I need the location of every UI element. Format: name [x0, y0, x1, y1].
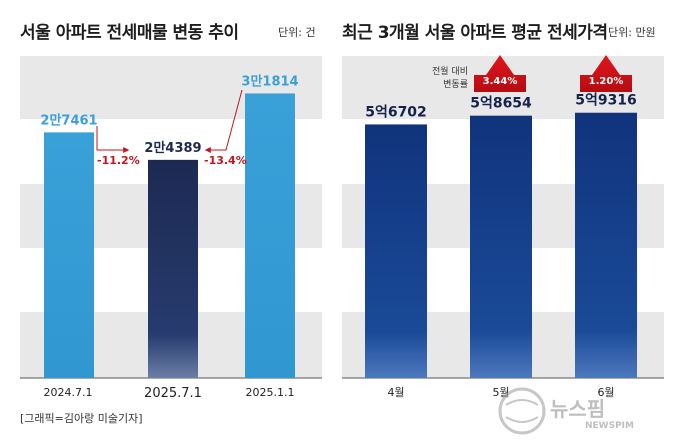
mom-label-line1: 전월 대비 — [432, 65, 468, 77]
left-chart-title: 서울 아파트 전세매물 변동 추이 — [20, 23, 239, 43]
change-label-right: -13.4% — [204, 154, 247, 167]
graphic-credit: [그래픽=김아랑 미술기자] — [20, 412, 143, 425]
newspim-watermark: 뉴스핌 NEWSPIM — [498, 387, 634, 435]
mom-change-june: 1.20% — [589, 76, 624, 87]
left-category-label: 2025.1.1 — [246, 386, 295, 399]
right-category-label: 5월 — [492, 386, 509, 399]
left-value-label: 2만7461 — [40, 112, 97, 128]
right-value-label: 5억9316 — [575, 93, 637, 109]
mom-change-may: 3.44% — [483, 76, 518, 87]
right-bar-april — [365, 124, 427, 379]
left-chart-unit: 단위: 건 — [278, 26, 316, 39]
right-chart-unit: 단위: 만원 — [608, 26, 656, 39]
change-arrow-right — [204, 89, 243, 153]
mom-up-arrow-june — [580, 55, 632, 92]
left-bar-2025-1-1 — [245, 93, 295, 379]
right-category-label: 6월 — [597, 386, 614, 399]
left-bar-2025-7-1 — [148, 159, 198, 378]
svg-text:NEWSPIM: NEWSPIM — [585, 421, 634, 431]
left-value-label: 3만1814 — [241, 73, 298, 89]
left-bar-2024-7-1 — [44, 132, 94, 378]
left-value-label: 2만4389 — [144, 140, 201, 156]
mom-up-arrow-may — [474, 55, 526, 92]
right-value-label: 5억8654 — [470, 96, 532, 112]
change-label-left: -11.2% — [97, 154, 140, 167]
right-bar-june — [575, 112, 637, 378]
left-category-label: 2025.7.1 — [144, 386, 202, 401]
change-arrow-left — [96, 126, 130, 153]
right-bar-may — [470, 115, 532, 378]
right-value-label: 5억6702 — [365, 104, 427, 120]
right-category-label: 4월 — [387, 386, 404, 399]
left-category-label: 2024.7.1 — [44, 386, 93, 399]
svg-text:뉴스핌: 뉴스핌 — [550, 397, 605, 421]
right-chart-title: 최근 3개월 서울 아파트 평균 전세가격 — [342, 23, 608, 43]
mom-label-line2: 변동률 — [443, 79, 468, 90]
